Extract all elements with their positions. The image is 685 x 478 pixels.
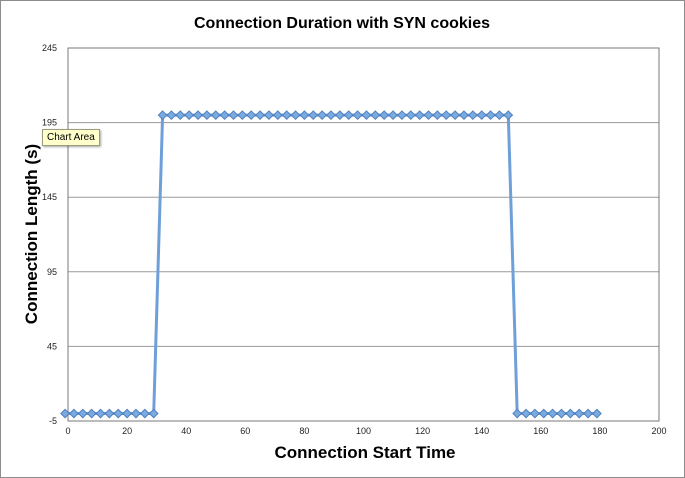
y-axis-title: Connection Length (s) bbox=[22, 144, 41, 324]
x-tick-label: 100 bbox=[356, 426, 371, 436]
data-point[interactable] bbox=[414, 110, 425, 121]
data-point[interactable] bbox=[60, 408, 70, 419]
data-point[interactable] bbox=[184, 110, 195, 121]
data-point[interactable] bbox=[228, 110, 239, 121]
x-axis-title: Connection Start Time bbox=[274, 443, 455, 462]
data-point[interactable] bbox=[512, 408, 523, 419]
plot-area[interactable] bbox=[67, 47, 660, 422]
data-point[interactable] bbox=[193, 110, 203, 121]
data-point[interactable] bbox=[290, 110, 301, 121]
data-point[interactable] bbox=[405, 110, 416, 121]
data-point[interactable] bbox=[476, 110, 487, 121]
data-point[interactable] bbox=[343, 110, 354, 121]
gridlines bbox=[68, 122, 659, 347]
data-point[interactable] bbox=[538, 408, 549, 419]
data-point[interactable] bbox=[237, 110, 248, 121]
x-axis-ticks: 0 20 40 60 80 100 120 140 160 180 200 bbox=[65, 426, 666, 436]
data-point[interactable] bbox=[317, 110, 328, 121]
data-point[interactable] bbox=[77, 408, 88, 419]
data-point[interactable] bbox=[166, 110, 177, 121]
data-series[interactable] bbox=[60, 110, 602, 419]
y-axis-ticks: -5 45 95 145 195 245 bbox=[42, 43, 57, 426]
x-tick-label: 200 bbox=[651, 426, 666, 436]
data-point[interactable] bbox=[131, 408, 141, 419]
data-point[interactable] bbox=[255, 110, 265, 121]
data-point[interactable] bbox=[521, 408, 531, 419]
x-tick-label: 0 bbox=[65, 426, 70, 436]
x-tick-label: 140 bbox=[474, 426, 489, 436]
y-tick-label: 45 bbox=[47, 341, 57, 351]
data-point[interactable] bbox=[529, 408, 540, 419]
data-point[interactable] bbox=[210, 110, 221, 121]
data-point[interactable] bbox=[157, 110, 168, 121]
data-point[interactable] bbox=[113, 408, 124, 419]
data-point[interactable] bbox=[95, 408, 106, 419]
y-tick-label: 145 bbox=[42, 192, 57, 202]
data-point[interactable] bbox=[379, 110, 390, 121]
data-point[interactable] bbox=[565, 408, 576, 419]
x-tick-label: 180 bbox=[592, 426, 607, 436]
data-point[interactable] bbox=[441, 110, 452, 121]
data-point[interactable] bbox=[334, 110, 345, 121]
data-point[interactable] bbox=[397, 110, 407, 121]
data-point[interactable] bbox=[370, 110, 381, 121]
data-point[interactable] bbox=[361, 110, 372, 121]
data-point[interactable] bbox=[494, 110, 505, 121]
data-point[interactable] bbox=[574, 408, 585, 419]
data-point[interactable] bbox=[69, 408, 79, 419]
x-tick-label: 40 bbox=[181, 426, 191, 436]
data-point[interactable] bbox=[467, 110, 478, 121]
data-point[interactable] bbox=[139, 408, 150, 419]
data-point[interactable] bbox=[272, 110, 283, 121]
data-point[interactable] bbox=[450, 110, 461, 121]
y-tick-label: 195 bbox=[42, 118, 57, 128]
data-point[interactable] bbox=[281, 110, 292, 121]
y-tick-label: 95 bbox=[47, 267, 57, 277]
data-point[interactable] bbox=[104, 408, 115, 419]
x-tick-label: 120 bbox=[415, 426, 430, 436]
data-point[interactable] bbox=[352, 110, 363, 121]
x-tick-label: 60 bbox=[240, 426, 250, 436]
data-point[interactable] bbox=[485, 110, 496, 121]
data-point[interactable] bbox=[175, 110, 186, 121]
data-point[interactable] bbox=[219, 110, 230, 121]
data-point[interactable] bbox=[547, 408, 558, 419]
data-point[interactable] bbox=[583, 408, 593, 419]
data-point[interactable] bbox=[246, 110, 257, 121]
data-point[interactable] bbox=[503, 110, 514, 121]
data-point[interactable] bbox=[264, 110, 274, 121]
data-point[interactable] bbox=[308, 110, 319, 121]
data-point[interactable] bbox=[432, 110, 443, 121]
chart-title: Connection Duration with SYN cookies bbox=[194, 15, 490, 32]
data-point[interactable] bbox=[148, 408, 159, 419]
y-tick-label: -5 bbox=[49, 416, 57, 426]
x-tick-label: 80 bbox=[299, 426, 309, 436]
chart-area-tooltip: Chart Area bbox=[42, 129, 100, 146]
data-point[interactable] bbox=[459, 110, 469, 121]
data-point[interactable] bbox=[201, 110, 212, 121]
x-tick-label: 160 bbox=[533, 426, 548, 436]
series-line[interactable] bbox=[65, 113, 597, 415]
data-point[interactable] bbox=[592, 408, 602, 419]
data-point[interactable] bbox=[423, 110, 434, 121]
y-tick-label: 245 bbox=[42, 43, 57, 53]
x-tick-label: 20 bbox=[122, 426, 132, 436]
data-point[interactable] bbox=[299, 110, 310, 121]
data-point[interactable] bbox=[122, 408, 133, 419]
data-point[interactable] bbox=[556, 408, 567, 419]
data-point[interactable] bbox=[86, 408, 97, 419]
data-point[interactable] bbox=[388, 110, 398, 121]
data-point[interactable] bbox=[326, 110, 336, 121]
